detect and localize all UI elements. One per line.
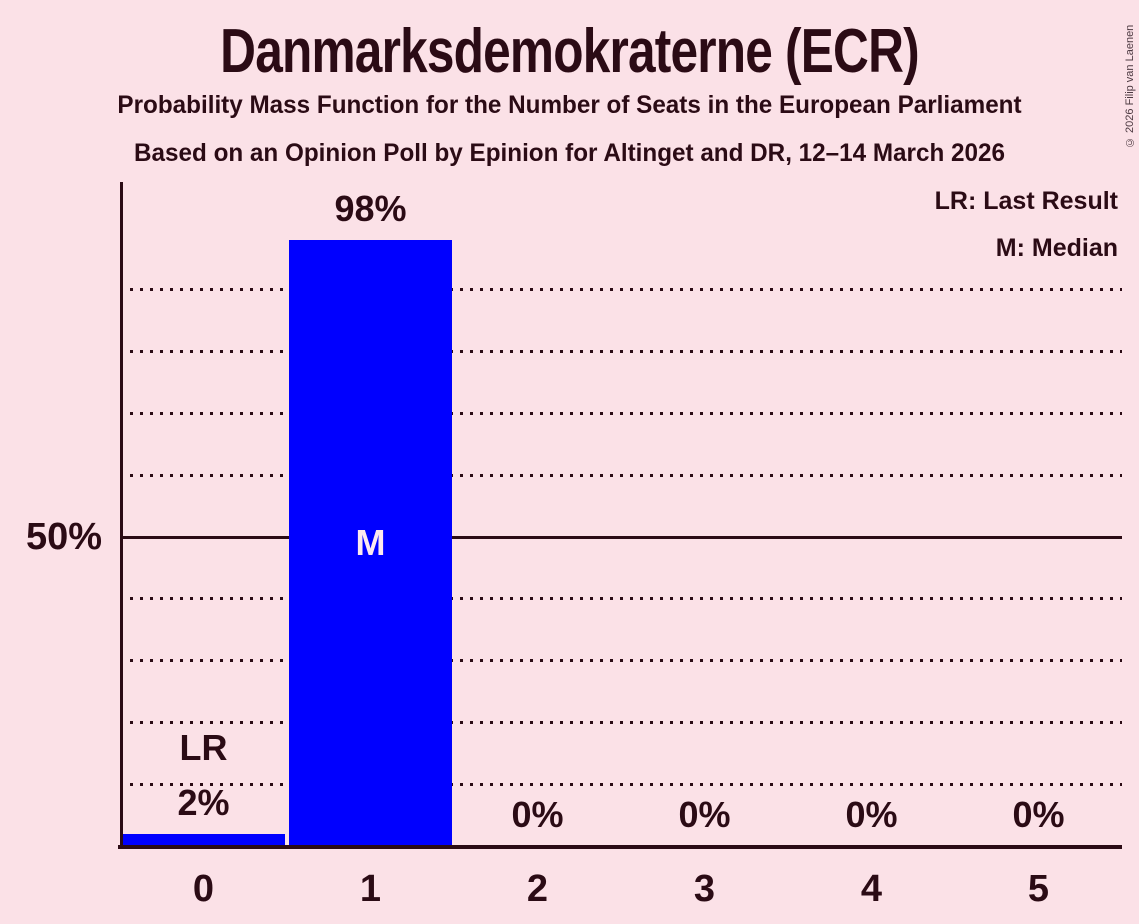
bar-seats-1	[289, 240, 452, 846]
last-result-marker: LR	[179, 726, 228, 768]
gridline-70-percent	[120, 411, 1122, 415]
bar-value-label-0: 2%	[177, 781, 230, 823]
copyright-notice: © 2026 Filip van Laenen	[1124, 24, 1136, 148]
gridline-60-percent	[120, 473, 1122, 477]
x-axis-line	[118, 845, 1122, 849]
chart-title: Danmarksdemokraterne (ECR)	[220, 17, 919, 86]
x-tick-label-5: 5	[1027, 868, 1050, 910]
y-axis-line	[120, 182, 123, 846]
gridline-40-percent	[120, 597, 1122, 601]
bar-value-label-4: 0%	[845, 794, 898, 835]
chart-subtitle: Probability Mass Function for the Number…	[117, 91, 1022, 119]
gridline-30-percent	[120, 659, 1122, 663]
bar-value-label-2: 0%	[511, 794, 564, 835]
gridline-20-percent	[120, 720, 1122, 724]
x-tick-label-0: 0	[192, 868, 215, 910]
bar-seats-0	[122, 833, 285, 846]
bar-value-label-1: 98%	[334, 188, 407, 230]
y-axis-50-label: 50%	[25, 516, 102, 558]
bar-value-label-3: 0%	[678, 794, 731, 835]
gridline-50-solid	[120, 535, 1122, 539]
bar-value-label-5: 0%	[1012, 794, 1065, 835]
x-tick-label-3: 3	[693, 868, 716, 910]
x-tick-label-2: 2	[526, 868, 549, 910]
plot-area: 2% 98% 0% 0% 0% 0% LR M	[118, 182, 1122, 849]
legend-last-result: LR: Last Result	[934, 187, 1118, 215]
gridline-80-percent	[120, 350, 1122, 354]
legend-median: M: Median	[995, 234, 1118, 262]
x-tick-label-1: 1	[359, 868, 382, 910]
chart-source-line: Based on an Opinion Poll by Epinion for …	[134, 139, 1005, 167]
gridline-10-percent	[120, 782, 1122, 786]
median-marker: M	[355, 522, 386, 564]
x-tick-label-4: 4	[860, 868, 883, 910]
gridline-90-percent	[120, 288, 1122, 292]
